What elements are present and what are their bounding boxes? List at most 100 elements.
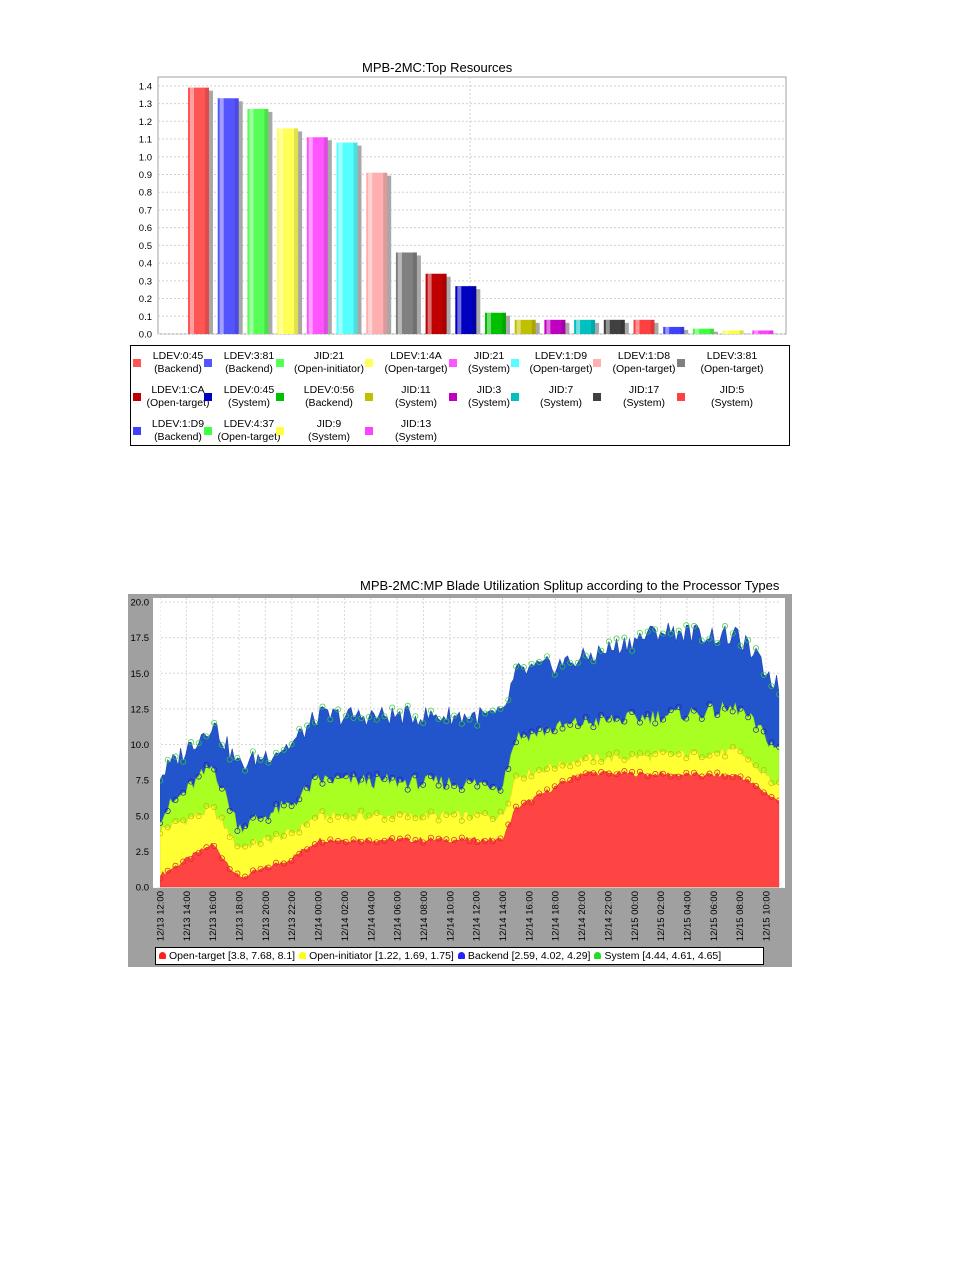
bar-highlight [279, 128, 284, 334]
data-point [629, 750, 636, 757]
legend-swatch [133, 359, 141, 367]
data-point [652, 626, 659, 633]
data-point [745, 714, 752, 721]
y-tick-label: 1.4 [139, 81, 152, 92]
data-point [350, 771, 357, 778]
data-point [180, 858, 187, 865]
data-point [180, 817, 187, 824]
data-point [544, 653, 550, 660]
legend-label: System [4.44, 4.61, 4.65] [604, 950, 722, 962]
data-point [319, 780, 326, 787]
data-point [335, 838, 341, 844]
legend-label: LDEV:0:45 [223, 384, 275, 396]
data-point [629, 769, 636, 775]
bar [425, 273, 451, 334]
data-point [737, 642, 744, 649]
bar-highlight [338, 142, 343, 334]
data-point [567, 659, 574, 666]
y-tick-label: 0.8 [139, 188, 152, 199]
data-point [675, 773, 682, 780]
data-point [188, 813, 194, 820]
data-point [605, 770, 612, 777]
bar [692, 328, 718, 334]
data-point [296, 829, 303, 836]
bar [366, 172, 392, 334]
data-point [381, 816, 388, 823]
legend-swatch [677, 393, 685, 401]
data-point [706, 701, 713, 707]
data-point [234, 843, 241, 850]
data-point [404, 814, 411, 821]
bar-edge [205, 87, 209, 334]
data-point [714, 639, 721, 646]
bar-edge [353, 142, 358, 334]
legend-swatch [594, 952, 602, 959]
data-point [551, 671, 558, 678]
data-point [706, 635, 713, 642]
bar-edge [323, 137, 328, 334]
bar-body [455, 286, 477, 334]
data-point [714, 769, 721, 776]
data-point [636, 630, 643, 636]
legend-label: JID:21 [473, 350, 505, 362]
data-point [644, 773, 651, 780]
x-tick-label: 12/14 04:00 [366, 891, 377, 941]
legend-sublabel: (Open-initiator) [293, 363, 365, 375]
data-point [497, 705, 504, 712]
x-tick-label: 12/13 20:00 [261, 891, 272, 941]
legend-swatch [593, 393, 601, 401]
data-point [683, 769, 690, 776]
data-point [551, 728, 558, 735]
data-point [280, 832, 287, 839]
y-tick-label: 10.0 [131, 740, 150, 751]
data-point [427, 773, 434, 780]
data-point [188, 739, 194, 746]
x-tick-label: 12/14 18:00 [551, 891, 562, 941]
data-point [358, 807, 365, 814]
data-point [342, 838, 349, 845]
data-point [273, 801, 280, 808]
data-point [257, 840, 264, 847]
bar [544, 319, 570, 334]
legend-label: Open-target [3.8, 7.68, 8.1] [169, 950, 296, 962]
data-point [381, 837, 388, 844]
data-point [474, 783, 481, 790]
data-point [621, 718, 628, 725]
y-tick-label: 0.2 [139, 294, 152, 305]
data-point [203, 733, 210, 740]
y-tick-label: 1.3 [139, 99, 152, 110]
data-point [396, 708, 403, 715]
data-point [489, 838, 496, 845]
data-point [513, 663, 519, 670]
data-point [257, 815, 264, 822]
data-point [605, 638, 612, 645]
data-point [574, 659, 581, 666]
data-point [412, 837, 419, 843]
data-point [280, 746, 287, 753]
data-point [226, 834, 233, 841]
legend-swatch [365, 427, 373, 435]
legend-sublabel: (System) [468, 397, 510, 409]
bar-highlight [427, 273, 432, 334]
data-point [520, 799, 527, 806]
legend-label: JID:13 [400, 418, 432, 430]
data-point [180, 789, 187, 796]
legend-item: LDEV:0:45 (Backend) [143, 350, 213, 376]
data-point [458, 834, 465, 841]
data-point [203, 762, 210, 769]
bar-body [692, 328, 714, 334]
legend-sublabel: (System) [468, 363, 510, 375]
legend-swatch [276, 427, 284, 435]
data-point [753, 726, 759, 733]
bar-edge [412, 252, 417, 334]
bar-edge [234, 98, 239, 334]
legend-item: LDEV:1:D9 (Backend) [143, 418, 213, 444]
legend-sublabel: (System) [228, 397, 270, 409]
data-point [327, 836, 334, 843]
data-point [544, 786, 550, 793]
data-point [234, 755, 241, 761]
bar-body [574, 319, 596, 334]
bar-highlight [724, 330, 729, 334]
bar-body [485, 312, 506, 334]
data-point [164, 867, 171, 874]
